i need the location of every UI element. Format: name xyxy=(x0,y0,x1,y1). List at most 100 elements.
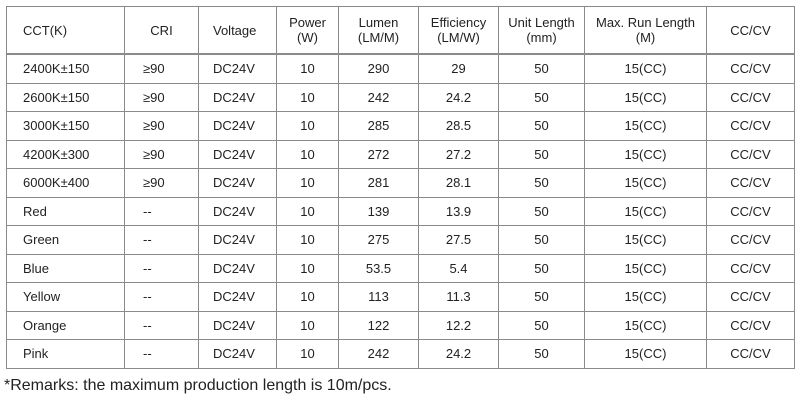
table-row: Pink -- DC24V 10 242 24.2 50 15(CC) CC/CV xyxy=(6,339,795,369)
cell-lumen: 285 xyxy=(338,111,419,141)
header-label-line: (W) xyxy=(297,30,318,45)
table-row: 3000K±150 ≥90 DC24V 10 285 28.5 50 15(CC) CC/CV xyxy=(6,111,795,141)
cell-cc-cv: CC/CV xyxy=(706,282,795,312)
table-body: 2400K±150 ≥90 DC24V 10 290 29 50 15(CC) CC/CV 260… xyxy=(6,53,795,369)
table-row: Orange -- DC24V 10 122 12.2 50 15(CC) CC/CV xyxy=(6,310,795,340)
header-label-line: (mm) xyxy=(526,30,557,45)
cell-lumen: 272 xyxy=(338,139,419,169)
header-label-line: (M) xyxy=(635,30,656,45)
cell-max-run-length: 15(CC) xyxy=(584,53,707,84)
header-cct: CCT(K) xyxy=(6,6,125,55)
cell-cc-cv: CC/CV xyxy=(706,225,795,255)
cell-cct: Orange xyxy=(6,310,125,340)
cell-cc-cv: CC/CV xyxy=(706,310,795,340)
cell-unit-length: 50 xyxy=(498,225,585,255)
cell-unit-length: 50 xyxy=(498,282,585,312)
table-row: 6000K±400 ≥90 DC24V 10 281 28.1 50 15(CC) CC/CV xyxy=(6,168,795,198)
header-label-line: CCT(K) xyxy=(23,22,68,38)
cell-cri: ≥90 xyxy=(124,168,199,198)
header-label-line: Max. Run Length xyxy=(595,15,695,30)
cell-cct: Green xyxy=(6,225,125,255)
header-efficiency: Efficiency (LM/W) xyxy=(418,6,499,55)
cell-power: 10 xyxy=(276,82,339,112)
cell-unit-length: 50 xyxy=(498,82,585,112)
header-row: CCT(K) CRI Voltage Power (W) Lumen (LM/M) … xyxy=(6,6,795,55)
cell-unit-length: 50 xyxy=(498,196,585,226)
cell-efficiency: 29 xyxy=(418,53,499,84)
cell-lumen: 242 xyxy=(338,82,419,112)
cell-cct: Yellow xyxy=(6,282,125,312)
cell-efficiency: 27.5 xyxy=(418,225,499,255)
cell-lumen: 113 xyxy=(338,282,419,312)
cell-efficiency: 27.2 xyxy=(418,139,499,169)
cell-lumen: 275 xyxy=(338,225,419,255)
header-label-line: Efficiency xyxy=(430,15,487,30)
cell-power: 10 xyxy=(276,168,339,198)
cell-efficiency: 12.2 xyxy=(418,310,499,340)
cell-cc-cv: CC/CV xyxy=(706,82,795,112)
cell-cri: ≥90 xyxy=(124,139,199,169)
cell-voltage: DC24V xyxy=(198,225,277,255)
cell-max-run-length: 15(CC) xyxy=(584,168,707,198)
cell-power: 10 xyxy=(276,53,339,84)
cell-cri: -- xyxy=(124,310,199,340)
cell-cri: ≥90 xyxy=(124,111,199,141)
cell-cc-cv: CC/CV xyxy=(706,111,795,141)
cell-voltage: DC24V xyxy=(198,339,277,369)
cell-voltage: DC24V xyxy=(198,82,277,112)
table-row: Blue -- DC24V 10 53.5 5.4 50 15(CC) CC/CV xyxy=(6,253,795,283)
cell-power: 10 xyxy=(276,310,339,340)
cell-power: 10 xyxy=(276,196,339,226)
table-row: Red -- DC24V 10 139 13.9 50 15(CC) CC/CV xyxy=(6,196,795,226)
cell-voltage: DC24V xyxy=(198,253,277,283)
cell-max-run-length: 15(CC) xyxy=(584,253,707,283)
spec-table-container: CCT(K) CRI Voltage Power (W) Lumen (LM/M) … xyxy=(6,6,795,369)
cell-cct: Pink xyxy=(6,339,125,369)
cell-unit-length: 50 xyxy=(498,253,585,283)
cell-voltage: DC24V xyxy=(198,310,277,340)
table-header: CCT(K) CRI Voltage Power (W) Lumen (LM/M) … xyxy=(6,6,795,55)
header-voltage: Voltage xyxy=(198,6,277,55)
cell-cc-cv: CC/CV xyxy=(706,168,795,198)
cell-voltage: DC24V xyxy=(198,53,277,84)
header-label-line: CRI xyxy=(150,22,173,38)
cell-max-run-length: 15(CC) xyxy=(584,310,707,340)
cell-power: 10 xyxy=(276,111,339,141)
table-row: 2400K±150 ≥90 DC24V 10 290 29 50 15(CC) CC/CV xyxy=(6,53,795,84)
cell-voltage: DC24V xyxy=(198,111,277,141)
cell-lumen: 281 xyxy=(338,168,419,198)
remarks-note: *Remarks: the maximum production length … xyxy=(4,377,392,394)
header-cc-cv: CC/CV xyxy=(706,6,795,55)
cell-lumen: 242 xyxy=(338,339,419,369)
cell-cri: -- xyxy=(124,282,199,312)
cell-cc-cv: CC/CV xyxy=(706,253,795,283)
cell-power: 10 xyxy=(276,339,339,369)
cell-efficiency: 24.2 xyxy=(418,82,499,112)
cell-unit-length: 50 xyxy=(498,310,585,340)
cell-efficiency: 13.9 xyxy=(418,196,499,226)
cell-cc-cv: CC/CV xyxy=(706,53,795,84)
cell-voltage: DC24V xyxy=(198,139,277,169)
cell-unit-length: 50 xyxy=(498,53,585,84)
cell-efficiency: 28.5 xyxy=(418,111,499,141)
cell-max-run-length: 15(CC) xyxy=(584,225,707,255)
table-row: Green -- DC24V 10 275 27.5 50 15(CC) CC/CV xyxy=(6,225,795,255)
cell-cri: -- xyxy=(124,253,199,283)
header-label-line: Voltage xyxy=(213,22,257,38)
cell-voltage: DC24V xyxy=(198,168,277,198)
cell-cc-cv: CC/CV xyxy=(706,339,795,369)
cell-efficiency: 5.4 xyxy=(418,253,499,283)
table-row: Yellow -- DC24V 10 113 11.3 50 15(CC) CC/CV xyxy=(6,282,795,312)
cell-max-run-length: 15(CC) xyxy=(584,139,707,169)
cell-lumen: 53.5 xyxy=(338,253,419,283)
header-label-line: (LM/W) xyxy=(437,30,480,45)
cell-cc-cv: CC/CV xyxy=(706,139,795,169)
cell-power: 10 xyxy=(276,282,339,312)
cell-cri: ≥90 xyxy=(124,82,199,112)
cell-max-run-length: 15(CC) xyxy=(584,111,707,141)
cell-voltage: DC24V xyxy=(198,282,277,312)
cell-cct: 6000K±400 xyxy=(6,168,125,198)
cell-max-run-length: 15(CC) xyxy=(584,339,707,369)
header-label-line: (LM/M) xyxy=(357,30,400,45)
spec-table: CCT(K) CRI Voltage Power (W) Lumen (LM/M) … xyxy=(6,6,795,369)
